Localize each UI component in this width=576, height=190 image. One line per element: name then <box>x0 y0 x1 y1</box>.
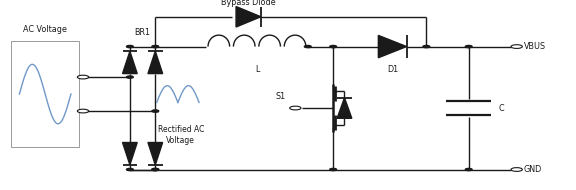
Polygon shape <box>378 35 407 58</box>
Circle shape <box>304 45 311 48</box>
Circle shape <box>77 75 89 79</box>
Circle shape <box>511 45 522 48</box>
Polygon shape <box>123 51 137 74</box>
Polygon shape <box>236 6 261 27</box>
Circle shape <box>127 168 133 171</box>
Polygon shape <box>148 142 162 165</box>
Circle shape <box>423 45 430 48</box>
Text: GND: GND <box>524 165 542 174</box>
Text: Bypass Diode: Bypass Diode <box>221 0 276 7</box>
Text: D1: D1 <box>387 65 398 74</box>
Circle shape <box>127 45 133 48</box>
Circle shape <box>152 45 158 48</box>
Circle shape <box>127 76 133 78</box>
Circle shape <box>465 168 472 171</box>
Circle shape <box>290 106 301 110</box>
Text: BR1: BR1 <box>135 28 150 37</box>
Circle shape <box>465 45 472 48</box>
Circle shape <box>77 109 89 113</box>
Text: AC Voltage: AC Voltage <box>23 25 67 33</box>
Circle shape <box>152 110 158 112</box>
Circle shape <box>330 168 336 171</box>
FancyBboxPatch shape <box>12 41 79 147</box>
Circle shape <box>152 168 158 171</box>
Circle shape <box>330 45 336 48</box>
Text: C: C <box>498 104 503 112</box>
Polygon shape <box>337 98 352 118</box>
Text: VBUS: VBUS <box>524 42 545 51</box>
Text: L: L <box>255 65 259 74</box>
Polygon shape <box>123 142 137 165</box>
Polygon shape <box>148 51 162 74</box>
Text: Rectified AC
Voltage: Rectified AC Voltage <box>157 125 204 145</box>
Text: S1: S1 <box>275 92 285 101</box>
Circle shape <box>152 168 158 171</box>
Circle shape <box>511 168 522 171</box>
